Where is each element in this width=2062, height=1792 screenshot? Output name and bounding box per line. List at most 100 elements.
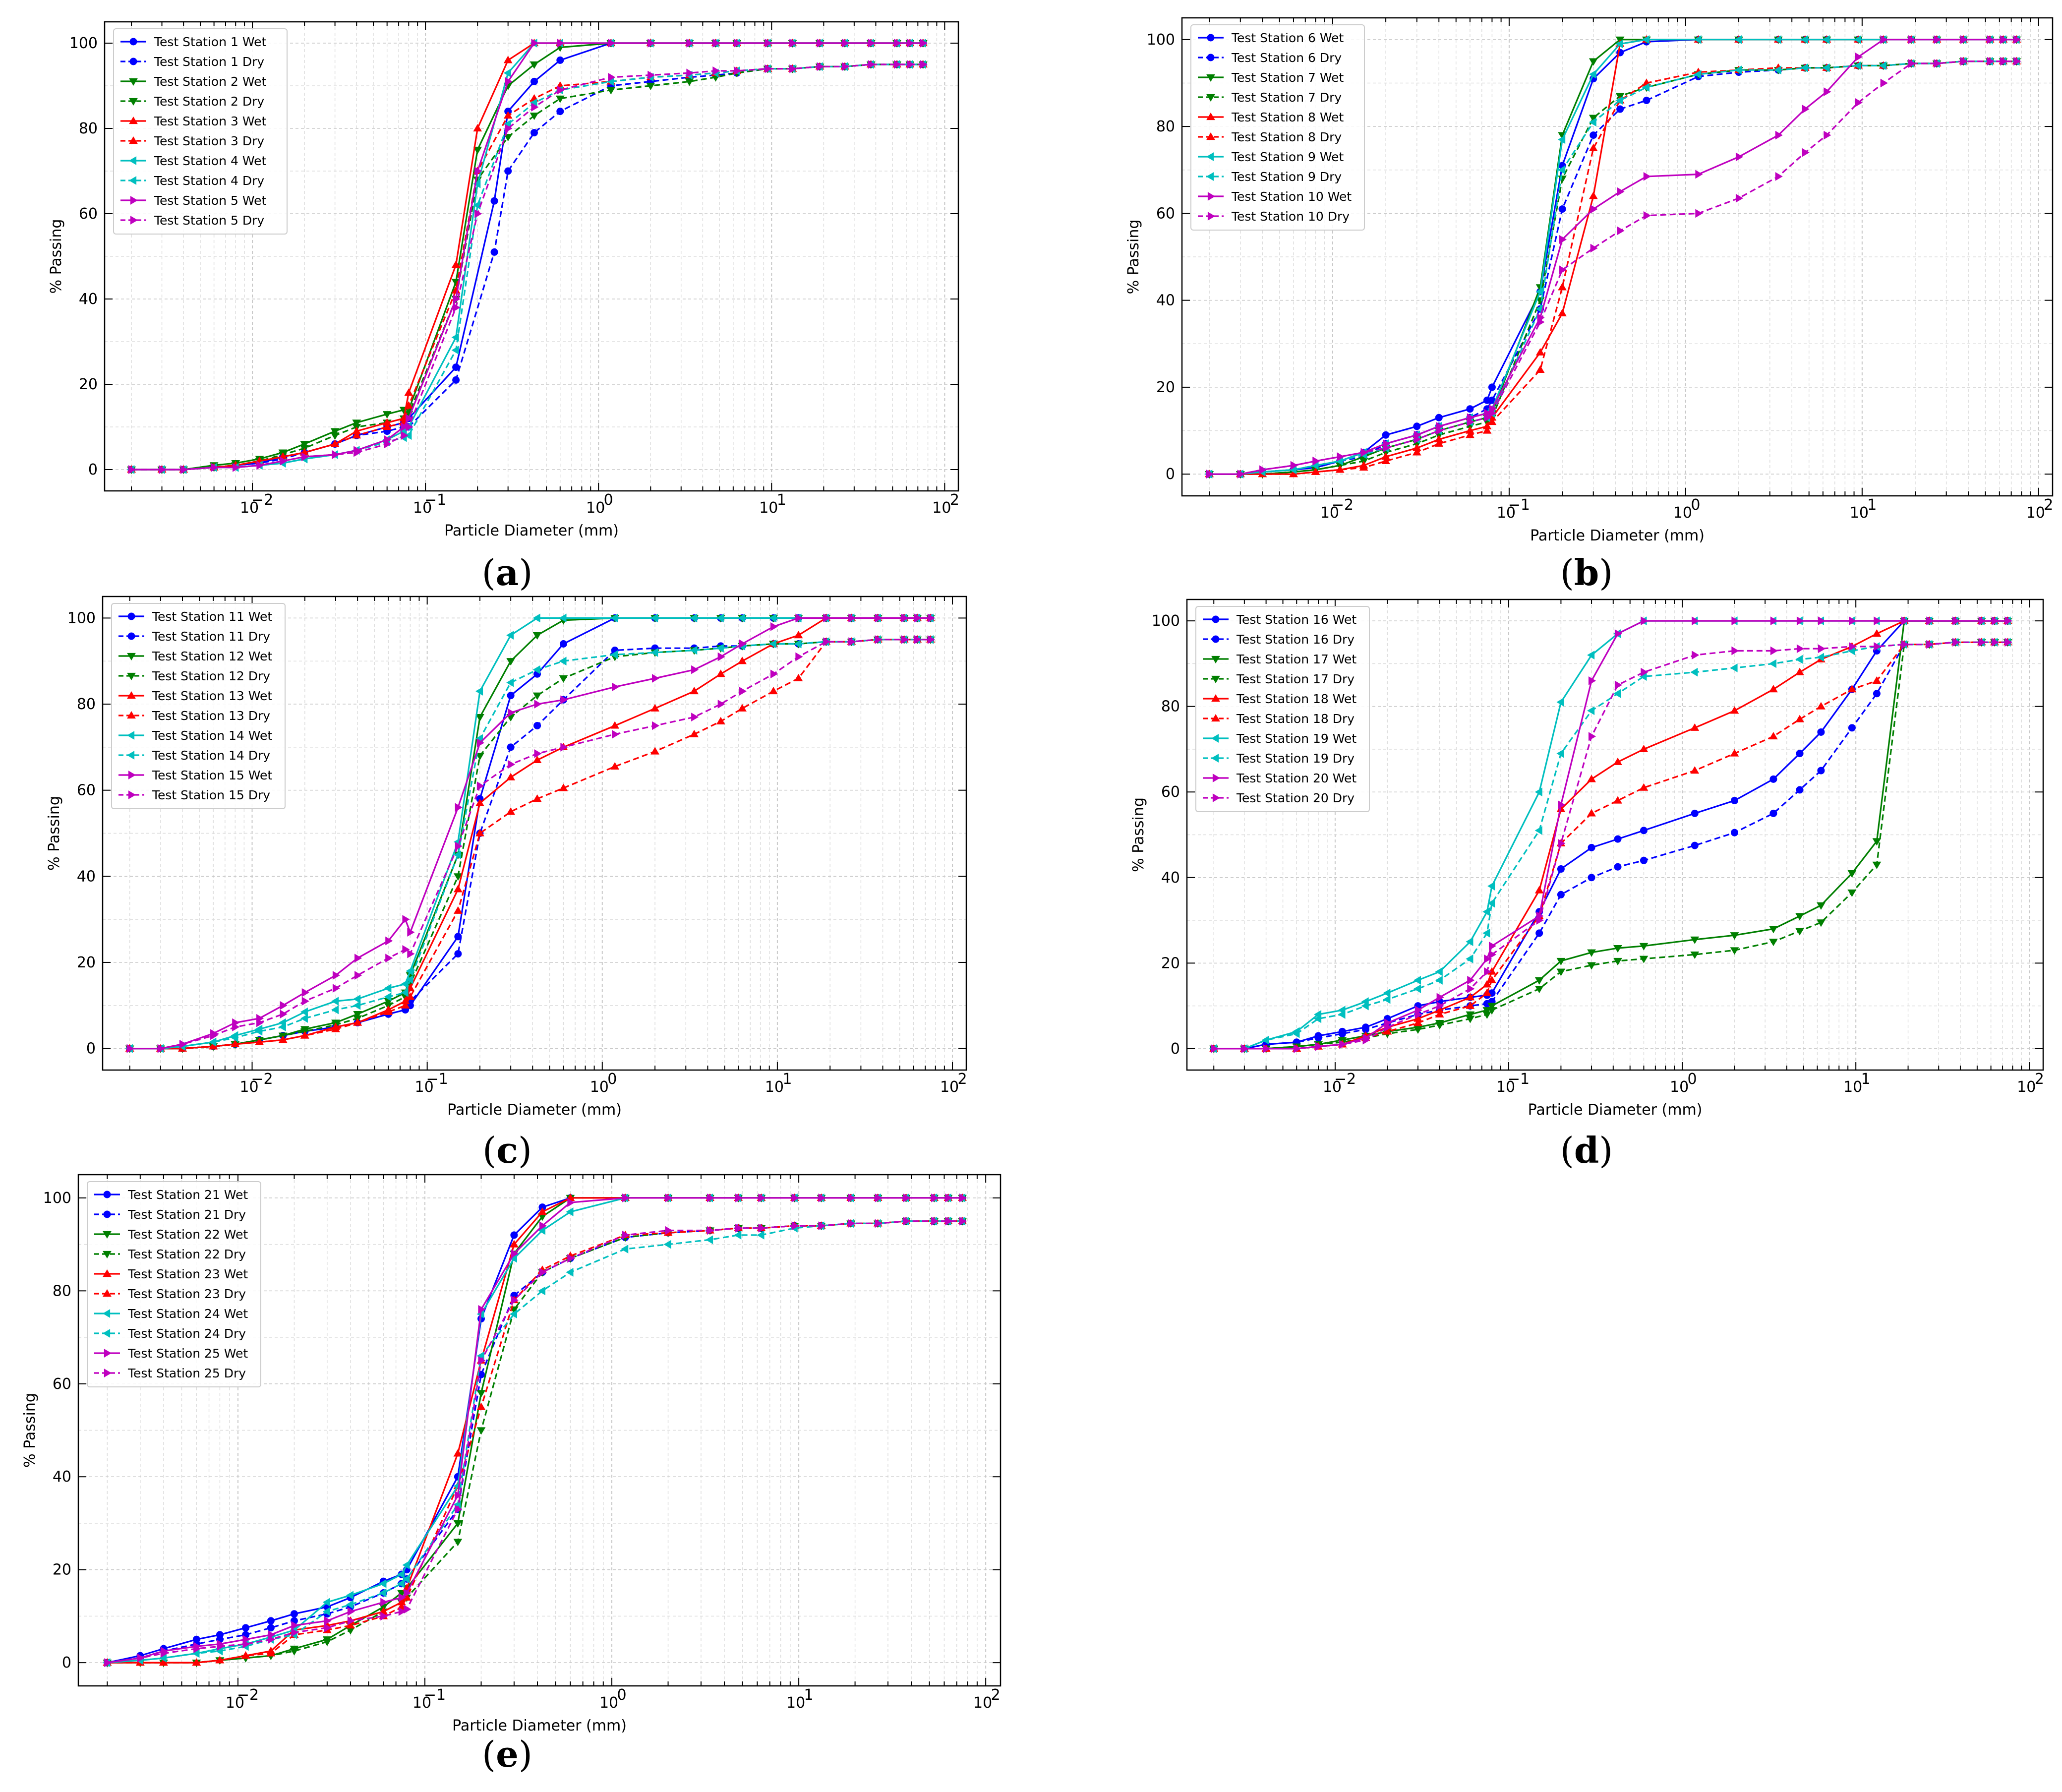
data-point [1588, 843, 1595, 851]
data-point [1769, 685, 1778, 693]
data-point [1259, 465, 1267, 475]
data-point [717, 700, 725, 709]
legend-label: Test Station 9 Wet [1231, 150, 1344, 164]
x-tick-label: 10 [1670, 1078, 1689, 1096]
legend-label: Test Station 3 Wet [154, 114, 266, 128]
y-tick-label: 60 [79, 205, 98, 223]
x-tick-label: 10 [1850, 504, 1869, 522]
legend-box [113, 28, 288, 235]
data-point [455, 1491, 463, 1500]
data-point [402, 945, 410, 954]
plot-frame [102, 596, 967, 1071]
data-point [1362, 1035, 1370, 1045]
legend-label: Test Station 11 Dry [152, 629, 270, 644]
data-point [534, 700, 542, 709]
legend-item: Test Station 4 Dry [120, 174, 264, 188]
x-tick-exponent: −1 [1508, 496, 1530, 514]
data-point [291, 1628, 299, 1637]
data-point [474, 209, 482, 218]
data-point [914, 613, 922, 623]
data-point [559, 640, 567, 648]
legend-marker [129, 117, 138, 124]
data-point [538, 1207, 547, 1215]
data-point [1991, 638, 2000, 647]
data-point [1613, 757, 1622, 765]
data-point [406, 975, 413, 984]
legend-item: Test Station 25 Wet [94, 1346, 248, 1361]
data-point [1617, 187, 1625, 196]
legend-marker [1207, 34, 1215, 42]
data-point [1383, 995, 1391, 1004]
legend-marker [103, 1309, 111, 1318]
legend-marker [129, 58, 137, 65]
data-point [1359, 463, 1368, 471]
data-point [1339, 1040, 1347, 1049]
y-tick-label: 20 [1156, 379, 1175, 396]
x-tick-label: 10 [973, 1694, 992, 1712]
data-point [559, 613, 567, 623]
data-point [739, 687, 747, 696]
x-tick-exponent: 1 [777, 491, 786, 509]
data-point [532, 755, 542, 764]
data-point [404, 1588, 412, 1598]
data-point [567, 1254, 575, 1263]
data-point [1730, 932, 1739, 940]
data-point [532, 665, 540, 674]
legend-item: Test Station 6 Wet [1198, 31, 1344, 45]
data-point [1534, 985, 1544, 994]
legend-label: Test Station 4 Wet [154, 154, 266, 168]
data-point [567, 1198, 575, 1207]
data-point [406, 422, 413, 431]
data-point [1556, 698, 1564, 707]
legend-item: Test Station 15 Wet [118, 768, 272, 782]
data-point [650, 704, 659, 712]
x-tick-label: 10 [415, 1078, 434, 1096]
data-point [353, 1011, 362, 1019]
data-point [1952, 638, 1960, 647]
data-point [1484, 413, 1492, 422]
data-point [1642, 83, 1650, 92]
data-point [795, 652, 803, 661]
data-point [1926, 616, 1934, 626]
legend-marker [130, 216, 138, 225]
data-point [1926, 640, 1934, 649]
legend-item: Test Station 8 Wet [1198, 110, 1344, 124]
data-point [1818, 644, 1826, 654]
legend-label: Test Station 5 Dry [154, 213, 264, 228]
data-point [1692, 651, 1700, 660]
y-tick-label: 40 [1161, 869, 1180, 887]
data-point [508, 760, 516, 769]
legend-marker [127, 632, 135, 640]
data-point [1849, 616, 1857, 626]
y-axis-label: % Passing [46, 796, 63, 871]
data-point [331, 997, 339, 1006]
data-point [407, 949, 415, 958]
data-point [533, 721, 541, 729]
data-point [1847, 889, 1857, 897]
data-point [1558, 135, 1566, 144]
data-point [1383, 443, 1391, 453]
data-point [1534, 977, 1544, 985]
data-point [927, 635, 935, 644]
data-point [1535, 929, 1543, 937]
data-point [278, 1022, 286, 1032]
data-point [1818, 616, 1826, 626]
data-point [1337, 452, 1345, 462]
data-point [945, 1193, 953, 1202]
data-point [209, 1037, 217, 1047]
data-point [455, 1504, 463, 1514]
data-point [1730, 706, 1739, 714]
data-point [1768, 659, 1777, 668]
legend-marker [1211, 734, 1219, 743]
x-tick-exponent: −1 [424, 491, 446, 509]
data-point [1769, 809, 1777, 817]
x-tick-exponent: 2 [2035, 1071, 2044, 1088]
data-point [1534, 826, 1542, 835]
legend-item: Test Station 24 Wet [94, 1307, 248, 1321]
data-point [1617, 226, 1625, 236]
data-point [1314, 1034, 1322, 1042]
data-point [476, 1427, 486, 1435]
data-point [255, 1037, 264, 1045]
data-point [1436, 1001, 1444, 1011]
